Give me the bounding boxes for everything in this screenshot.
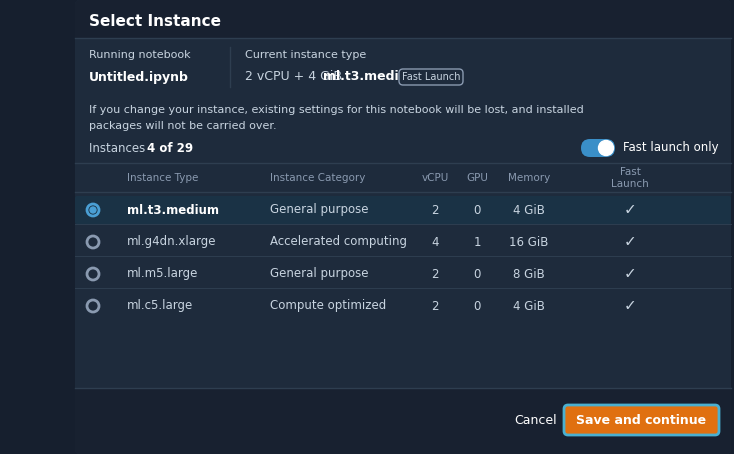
Text: Instance Category: Instance Category	[270, 173, 366, 183]
Text: General purpose: General purpose	[270, 203, 368, 217]
FancyBboxPatch shape	[75, 0, 731, 38]
Text: Cancel: Cancel	[515, 414, 557, 426]
Text: packages will not be carried over.: packages will not be carried over.	[89, 121, 277, 131]
Text: Fast launch only: Fast launch only	[623, 142, 719, 154]
Text: ml.t3.medium: ml.t3.medium	[323, 70, 421, 84]
Bar	[75, 388, 731, 408]
Text: 2: 2	[432, 203, 439, 217]
Text: 2 vCPU + 4 GiB: 2 vCPU + 4 GiB	[245, 70, 342, 84]
Bar	[75, 20, 731, 38]
Text: Fast Launch: Fast Launch	[401, 72, 460, 82]
Text: 4: 4	[432, 236, 439, 248]
Text: GPU: GPU	[466, 173, 488, 183]
Text: ml.g4dn.xlarge: ml.g4dn.xlarge	[127, 236, 217, 248]
Text: 4 GiB: 4 GiB	[513, 300, 545, 312]
Text: Select Instance: Select Instance	[89, 15, 221, 30]
Text: 16 GiB: 16 GiB	[509, 236, 549, 248]
Text: ml.c5.large: ml.c5.large	[127, 300, 193, 312]
Text: 2: 2	[432, 267, 439, 281]
Circle shape	[90, 207, 96, 213]
Circle shape	[598, 140, 614, 156]
Text: 0: 0	[473, 300, 481, 312]
Text: ✓: ✓	[624, 298, 636, 314]
Text: 1: 1	[473, 236, 481, 248]
Text: 0: 0	[473, 203, 481, 217]
FancyBboxPatch shape	[399, 69, 463, 85]
Text: 2: 2	[432, 300, 439, 312]
Text: Running notebook: Running notebook	[89, 50, 191, 60]
Text: 8 GiB: 8 GiB	[513, 267, 545, 281]
FancyBboxPatch shape	[75, 196, 731, 224]
Text: Instance Type: Instance Type	[127, 173, 198, 183]
Text: General purpose: General purpose	[270, 267, 368, 281]
Text: ✓: ✓	[624, 235, 636, 250]
Text: Compute optimized: Compute optimized	[270, 300, 386, 312]
Text: ✓: ✓	[624, 266, 636, 281]
Text: ml.t3.medium: ml.t3.medium	[127, 203, 219, 217]
Text: If you change your instance, existing settings for this notebook will be lost, a: If you change your instance, existing se…	[89, 105, 584, 115]
Text: Instances: Instances	[89, 142, 149, 154]
Text: Save and continue: Save and continue	[576, 414, 707, 426]
Text: ✓: ✓	[624, 202, 636, 217]
Text: 4 of 29: 4 of 29	[147, 142, 193, 154]
FancyBboxPatch shape	[581, 139, 615, 157]
Text: Accelerated computing: Accelerated computing	[270, 236, 407, 248]
Text: Untitled.ipynb: Untitled.ipynb	[89, 70, 189, 84]
Text: 4 GiB: 4 GiB	[513, 203, 545, 217]
Text: ml.m5.large: ml.m5.large	[127, 267, 198, 281]
Text: vCPU: vCPU	[421, 173, 448, 183]
FancyBboxPatch shape	[75, 388, 731, 454]
FancyBboxPatch shape	[75, 0, 731, 454]
Text: Memory: Memory	[508, 173, 550, 183]
Text: 0: 0	[473, 267, 481, 281]
Text: Fast
Launch: Fast Launch	[611, 167, 649, 189]
Text: Current instance type: Current instance type	[245, 50, 366, 60]
FancyBboxPatch shape	[564, 405, 719, 435]
